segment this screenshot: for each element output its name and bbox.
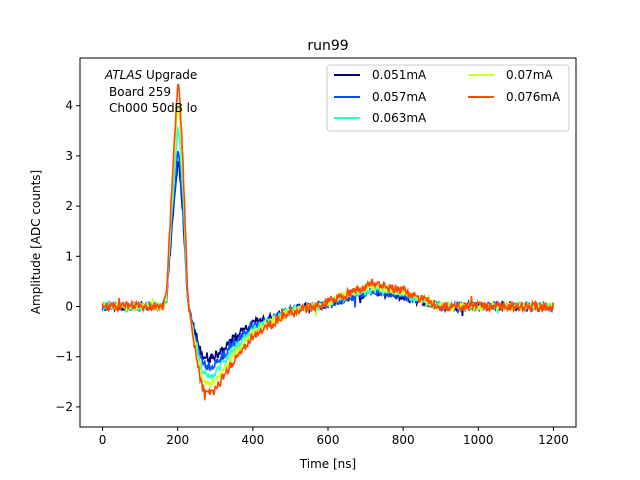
legend-label: 0.076mA: [506, 90, 561, 104]
y-tick-label: 0: [65, 300, 73, 314]
y-axis-ticks: −2 −1 0 1 2 3 4: [55, 99, 80, 414]
x-tick-label: 1000: [463, 433, 494, 447]
y-tick-label: 3: [65, 149, 73, 163]
x-tick-label: 400: [241, 433, 264, 447]
legend: 0.051mA 0.057mA 0.063mA 0.07mA 0.076mA: [326, 64, 570, 132]
annotation-board: Board 259: [109, 85, 171, 99]
y-tick-label: 4: [65, 99, 73, 113]
series-line: [101, 126, 555, 381]
x-tick-label: 800: [392, 433, 415, 447]
annotation-upgrade: Upgrade: [142, 68, 197, 82]
x-axis-ticks: 0 200 400 600 800 1000 1200: [99, 427, 569, 447]
svg-text:ATLAS Upgrade: ATLAS Upgrade: [104, 68, 197, 82]
annotation-atlas: ATLAS: [104, 68, 143, 82]
x-tick-label: 600: [317, 433, 340, 447]
legend-label: 0.057mA: [372, 90, 427, 104]
x-tick-label: 0: [99, 433, 107, 447]
y-tick-label: −1: [55, 350, 73, 364]
x-tick-label: 200: [166, 433, 189, 447]
legend-box: [326, 64, 570, 132]
series-line: [101, 150, 555, 372]
legend-label: 0.063mA: [372, 111, 427, 125]
y-tick-label: 2: [65, 199, 73, 213]
x-axis-label: Time [ns]: [299, 457, 356, 471]
y-tick-label: 1: [65, 249, 73, 263]
atlas-annotation: ATLAS Upgrade Board 259 Ch000 50dB lo: [104, 68, 197, 115]
y-tick-label: −2: [55, 400, 73, 414]
annotation-channel: Ch000 50dB lo: [109, 101, 197, 115]
legend-label: 0.07mA: [506, 68, 553, 82]
x-tick-label: 1200: [538, 433, 569, 447]
plot-lines: [101, 83, 555, 401]
series-line: [101, 83, 555, 401]
series-line: [101, 103, 555, 390]
series-line: [102, 161, 554, 363]
y-axis-label: Amplitude [ADC counts]: [29, 170, 43, 314]
chart-title: run99: [307, 38, 348, 54]
legend-label: 0.051mA: [372, 68, 427, 82]
